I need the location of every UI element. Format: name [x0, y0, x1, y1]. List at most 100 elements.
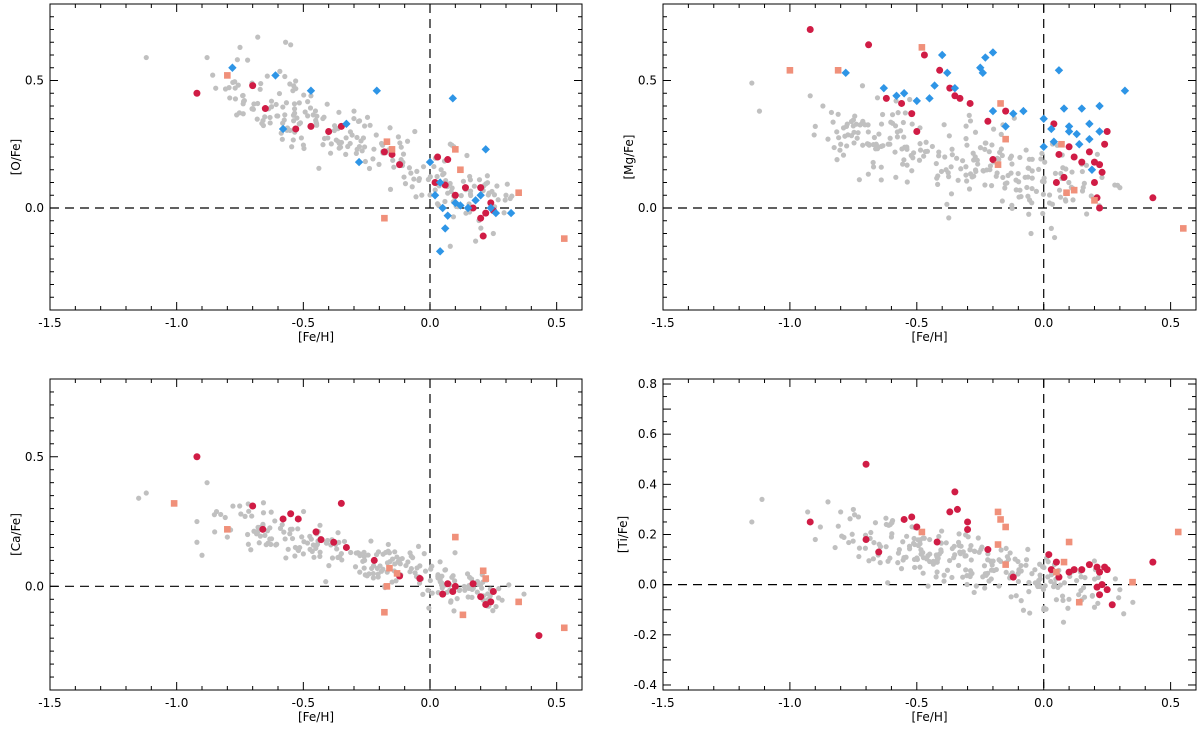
field-star-point [993, 566, 999, 573]
field-star-point [352, 564, 359, 570]
field-star-point [431, 163, 437, 170]
field-star-point [825, 136, 831, 142]
salmon-square-point [994, 161, 1002, 168]
field-star-point [1013, 177, 1019, 183]
salmon-square-point [393, 570, 401, 577]
blue-diamond-point [899, 89, 909, 98]
field-star-point [452, 550, 458, 556]
field-star-point [909, 121, 915, 127]
red-circle-point [1098, 168, 1106, 176]
field-star-point [836, 135, 842, 141]
red-circle-point [875, 548, 883, 556]
field-star-point [1026, 211, 1032, 217]
field-star-point [982, 146, 988, 152]
field-star-point [1033, 188, 1039, 194]
field-star-point [955, 539, 962, 545]
field-star-point [411, 176, 417, 182]
x-tick-label: -1.0 [165, 696, 188, 710]
salmon-square-point [1060, 558, 1068, 566]
field-star-point [935, 181, 941, 187]
field-star-point [370, 575, 376, 581]
field-star-point [311, 554, 317, 560]
blue-diamond-point [879, 83, 889, 93]
field-star-point [948, 191, 955, 197]
field-star-point [222, 514, 228, 521]
field-star-point [289, 535, 296, 542]
field-star-point [395, 134, 401, 140]
field-star-point [915, 542, 921, 549]
field-star-point [320, 115, 326, 122]
field-star-point [917, 564, 923, 570]
red-circle-point [261, 105, 269, 113]
red-circle-point [933, 538, 941, 546]
field-star-point [851, 140, 857, 146]
field-star-point [300, 508, 307, 515]
field-star-point [484, 173, 490, 179]
red-circle-point [913, 523, 921, 531]
field-star-point [1003, 569, 1009, 575]
field-star-point [966, 186, 973, 192]
field-star-point [936, 149, 942, 155]
field-star-point [1004, 180, 1010, 186]
field-star-point [1040, 210, 1046, 217]
x-tick-label: -1.5 [651, 316, 674, 330]
field-star-point [1029, 156, 1035, 162]
red-circle-point [1096, 591, 1104, 599]
field-star-point [263, 542, 269, 548]
x-axis-label: [Fe/H] [911, 330, 947, 344]
field-star-point [429, 590, 435, 596]
field-star-point [447, 141, 453, 147]
square-series [224, 72, 568, 242]
red-circle-point [806, 518, 814, 526]
axis-ticks [49, 3, 583, 311]
blue-diamond-point [435, 178, 445, 187]
field-star-point [969, 570, 975, 577]
red-circle-point [964, 525, 972, 533]
field-star-point [317, 553, 323, 559]
blue-diamond-point [1019, 106, 1028, 116]
salmon-square-point [918, 528, 926, 536]
field-star-point [908, 152, 914, 159]
field-star-point [1024, 184, 1030, 191]
red-circle-point [984, 117, 992, 125]
field-star-point [835, 523, 841, 529]
field-star-point [245, 531, 251, 538]
field-star-point [287, 127, 293, 133]
field-star-point [415, 543, 422, 550]
y-tick-label: 0.4 [638, 477, 657, 491]
red-circle-point [431, 179, 439, 186]
x-tick-label: -1.5 [651, 696, 674, 710]
field-star-point [1009, 161, 1015, 167]
field-star-point [1048, 578, 1054, 585]
field-star-point [1025, 546, 1031, 553]
blue-diamond-point [976, 63, 985, 72]
field-star-point [435, 575, 441, 581]
field-star-point [1081, 594, 1088, 600]
field-star-point [450, 214, 457, 220]
field-star-point [272, 518, 278, 524]
field-star-point [856, 545, 863, 551]
blue-diamond-point [228, 63, 237, 72]
blue-diamond-point [278, 124, 288, 134]
field-star-point [889, 531, 895, 537]
field-star-point [948, 164, 954, 170]
field-star-point [1130, 599, 1136, 605]
field-star-point [461, 583, 467, 590]
blue-diamond-point [1095, 127, 1104, 136]
field-star-point [820, 103, 826, 109]
field-star-point [1080, 585, 1087, 591]
field-star-point [1048, 572, 1055, 578]
x-tick-label: 0.0 [1034, 316, 1053, 330]
red-circle-point [1085, 561, 1093, 569]
salmon-square-point [997, 100, 1004, 107]
field-star-point [1029, 168, 1035, 174]
field-star-point [273, 101, 279, 108]
field-star-point [376, 161, 382, 167]
field-star-point [300, 142, 307, 148]
red-circle-point [1096, 568, 1104, 576]
field-star-point [401, 174, 407, 180]
field-star-point [320, 142, 326, 148]
field-star-point [327, 150, 334, 156]
field-star-point [1003, 545, 1009, 552]
field-star-point [980, 574, 986, 580]
